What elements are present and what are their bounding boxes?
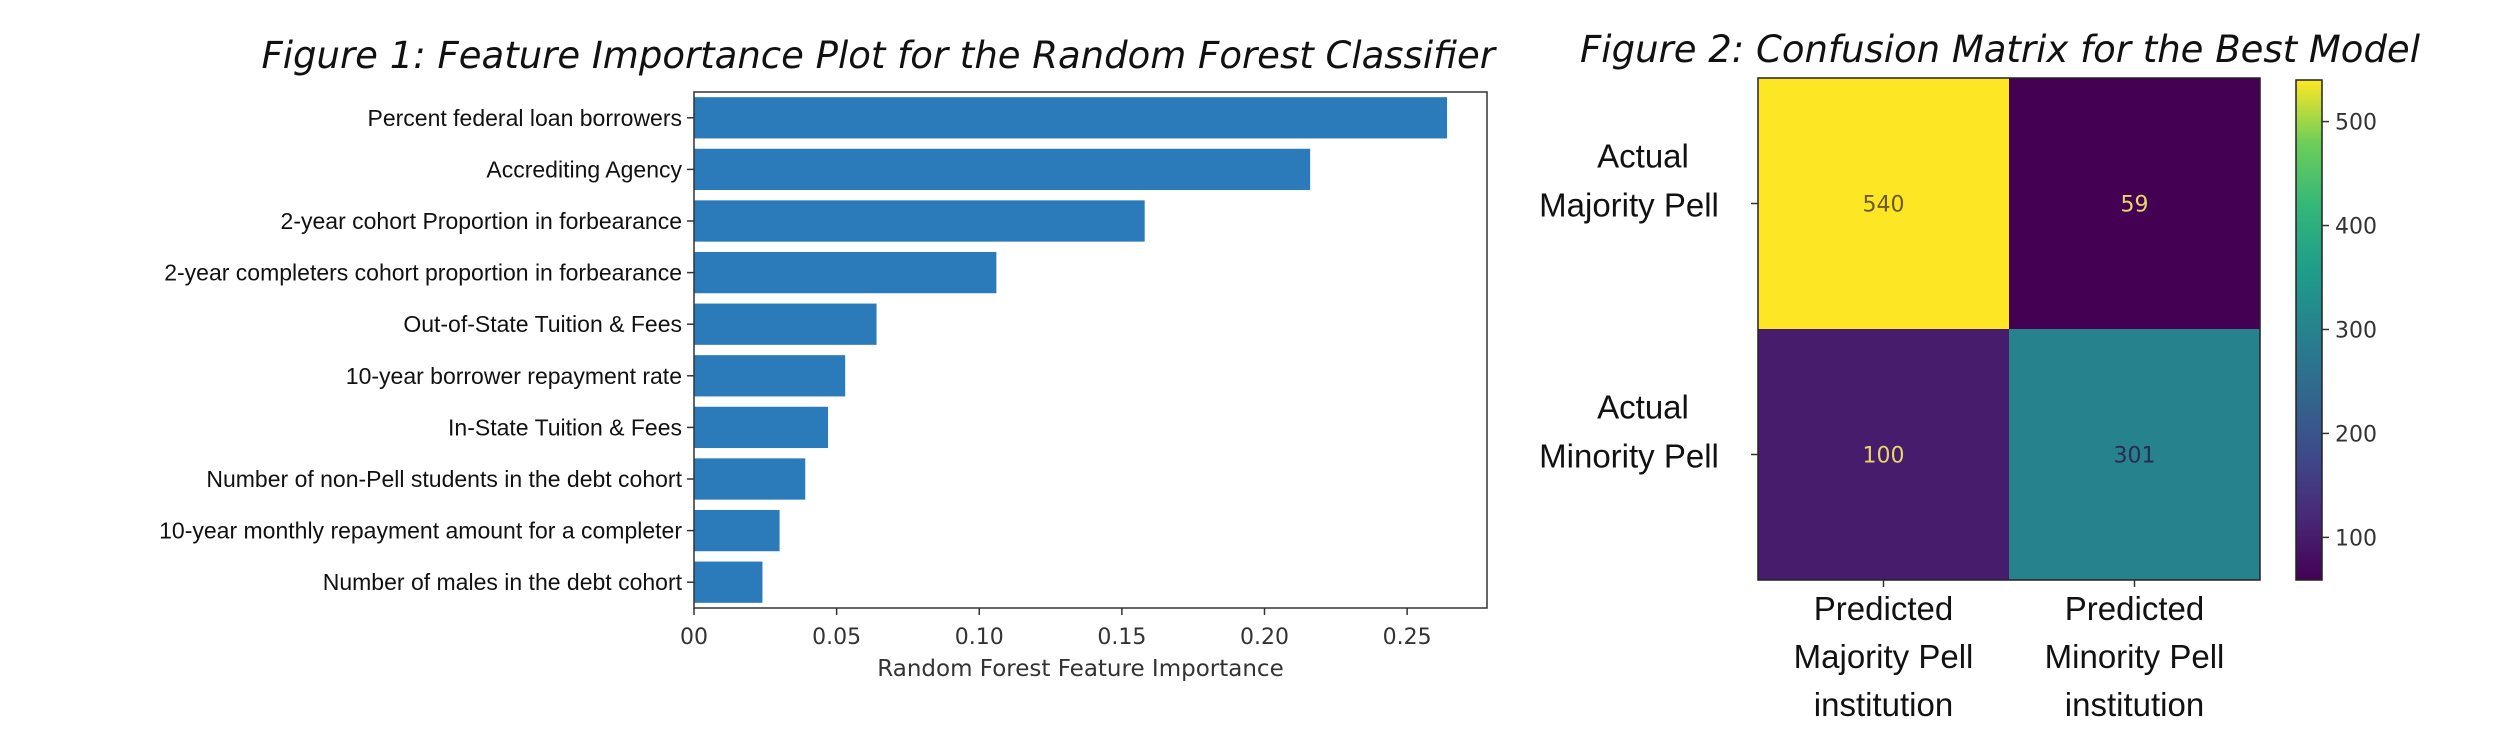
bar-8 [694,458,806,500]
cm-cell-1-0 [1758,329,2009,580]
bar-4 [694,251,997,294]
bar-2 [694,148,1311,191]
bar-3 [694,200,1145,242]
y-tick-label: 2-year completers cohort proportion in f… [164,260,682,286]
figure2-title: Figure 2: Confusion Matrix for the Best … [1580,28,2420,71]
colorbar-tick-label: 400 [2335,215,2377,240]
cm-value: 540 [1863,193,1905,218]
cm-col-label-line: institution [2065,686,2204,723]
plot-frame [693,91,1488,609]
x-tick-label: 0.05 [812,625,861,650]
colorbar [2295,79,2323,581]
y-tick-label: Out-of-State Tuition & Fees [403,311,682,337]
y-tick-label: 10-year borrower repayment rate [346,363,682,389]
cm-col-label-line: Predicted [1814,590,1953,627]
cm-col-label: Predicted Majority Pell institution [1794,590,1974,723]
y-tick-label: Accrediting Agency [486,156,682,182]
cm-cell-0-0 [1758,78,2009,329]
cm-row-label-line: Majority Pell [1539,187,1719,224]
colorbar-tick-label: 500 [2335,111,2377,136]
y-tick-label: Number of males in the debt cohort [323,569,683,595]
cm-row-label: Actual Majority Pell [1539,138,1719,224]
x-tick-label: 00 [680,625,708,650]
cm-row-label-line: Actual [1597,138,1689,175]
bar-6 [694,355,846,397]
cm-cell-1-1 [2009,329,2260,580]
cm-row-label-line: Actual [1597,389,1689,426]
feature-importance-chart: Percent federal loan borrowers Accreditin… [159,91,1488,682]
x-tick-label: 0.25 [1383,625,1432,650]
cm-value: 59 [2121,193,2149,218]
x-tick-label: 0.20 [1240,625,1289,650]
y-tick-label: Percent federal loan borrowers [368,105,683,131]
figure1-title: Figure 1: Feature Importance Plot for th… [261,34,1495,77]
bar-9 [694,509,780,552]
x-axis-label: Random Forest Feature Importance [877,656,1283,682]
y-tick-label: 2-year cohort Proportion in forbearance [281,208,682,234]
cm-frame [1757,77,2261,581]
bar-5 [694,303,877,345]
cm-col-label-line: Minority Pell [2045,638,2225,675]
cm-row-label-line: Minority Pell [1539,438,1719,475]
cm-col-label-line: institution [1814,686,1953,723]
bar-10 [694,561,763,603]
y-tick-label: 10-year monthly repayment amount for a c… [159,518,682,544]
bar-7 [694,406,829,449]
cm-col-label-line: Predicted [2065,590,2204,627]
cm-col-label-line: Majority Pell [1794,638,1974,675]
colorbar-tick-label: 300 [2335,318,2377,343]
y-tick-label: In-State Tuition & Fees [448,414,682,440]
colorbar-tick-label: 200 [2335,422,2377,447]
colorbar-tick-label: 100 [2335,526,2377,551]
x-tick-label: 0.10 [955,625,1004,650]
y-tick-label: Number of non-Pell students in the debt … [206,466,682,492]
cm-value: 100 [1863,444,1905,469]
confusion-matrix-chart: 540 59 100 301 Actual Majority Pell Actual Mino… [1539,77,2377,723]
x-tick-label: 0.15 [1097,625,1146,650]
cm-col-label: Predicted Minority Pell institution [2045,590,2225,723]
cm-row-label: Actual Minority Pell [1539,389,1719,475]
cm-cell-0-1 [2009,78,2260,329]
cm-value: 301 [2114,444,2156,469]
bar-1 [694,97,1448,139]
